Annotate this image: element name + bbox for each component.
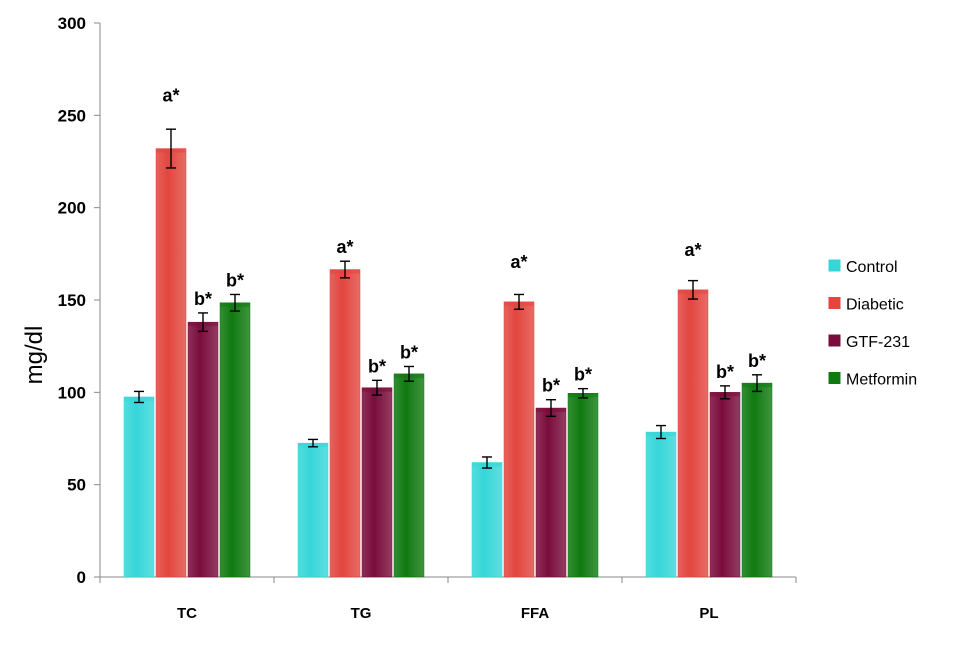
bars: a* b* b* a* b* b* a* b* b* a* b* b* bbox=[123, 86, 773, 578]
bar-control-ffa bbox=[471, 462, 503, 578]
significance-label: a* bbox=[684, 240, 701, 260]
significance-label: a* bbox=[336, 237, 353, 257]
bar-diabetic-tg bbox=[329, 269, 361, 578]
legend-swatch-metformin bbox=[828, 372, 841, 384]
y-tick-label: 0 bbox=[77, 568, 86, 587]
bar-gtf-231-ffa bbox=[535, 407, 567, 578]
bar-metformin-pl bbox=[741, 382, 773, 578]
y-tick-label: 150 bbox=[58, 291, 86, 310]
bar-control-pl bbox=[645, 431, 677, 578]
y-tick-label: 300 bbox=[58, 14, 86, 33]
bar-control-tc bbox=[123, 396, 155, 578]
bar-diabetic-ffa bbox=[503, 301, 535, 578]
x-tick-label: TC bbox=[177, 605, 197, 622]
significance-label: a* bbox=[510, 252, 527, 272]
legend-label: Diabetic bbox=[846, 297, 904, 314]
bar-gtf-231-pl bbox=[709, 392, 741, 578]
bar-metformin-tc bbox=[219, 302, 251, 578]
bar-diabetic-tc bbox=[155, 148, 187, 578]
y-tick-label: 200 bbox=[58, 199, 86, 218]
bar-metformin-tg bbox=[393, 373, 425, 578]
significance-label: b* bbox=[574, 365, 592, 385]
significance-label: b* bbox=[716, 362, 734, 382]
legend-label: Control bbox=[846, 259, 898, 276]
significance-label: b* bbox=[368, 356, 386, 376]
x-tick-label: PL bbox=[699, 605, 718, 622]
legend-swatch-gtf-231 bbox=[828, 334, 841, 347]
significance-label: b* bbox=[400, 342, 418, 362]
significance-label: b* bbox=[194, 289, 212, 309]
legend-swatch-control bbox=[828, 259, 841, 272]
legend-swatch-diabetic bbox=[828, 297, 841, 309]
significance-label: b* bbox=[748, 351, 766, 371]
significance-label: b* bbox=[542, 376, 560, 396]
significance-label: b* bbox=[226, 270, 244, 290]
bar-diabetic-pl bbox=[677, 289, 709, 578]
y-axis-title: mg/dl bbox=[21, 326, 48, 385]
x-tick-label: FFA bbox=[521, 605, 549, 622]
bar-gtf-231-tg bbox=[361, 387, 393, 578]
bar-metformin-ffa bbox=[567, 393, 599, 578]
legend-label: GTF-231 bbox=[846, 334, 910, 351]
significance-label: a* bbox=[162, 86, 179, 106]
x-tick-label: TG bbox=[351, 605, 372, 622]
bar-gtf-231-tc bbox=[187, 321, 219, 578]
y-tick-label: 100 bbox=[58, 383, 86, 402]
bar-control-tg bbox=[297, 442, 329, 578]
y-tick-label: 50 bbox=[67, 476, 86, 495]
legend: Control Diabetic GTF-231 Metformin bbox=[828, 259, 917, 389]
y-axis-title-group: mg/dl bbox=[21, 326, 48, 385]
y-tick-label: 250 bbox=[58, 106, 86, 125]
axes: 0 50 100 150 200 250 300 TC TG FFA PL bbox=[58, 14, 797, 622]
legend-label: Metformin bbox=[846, 372, 917, 389]
